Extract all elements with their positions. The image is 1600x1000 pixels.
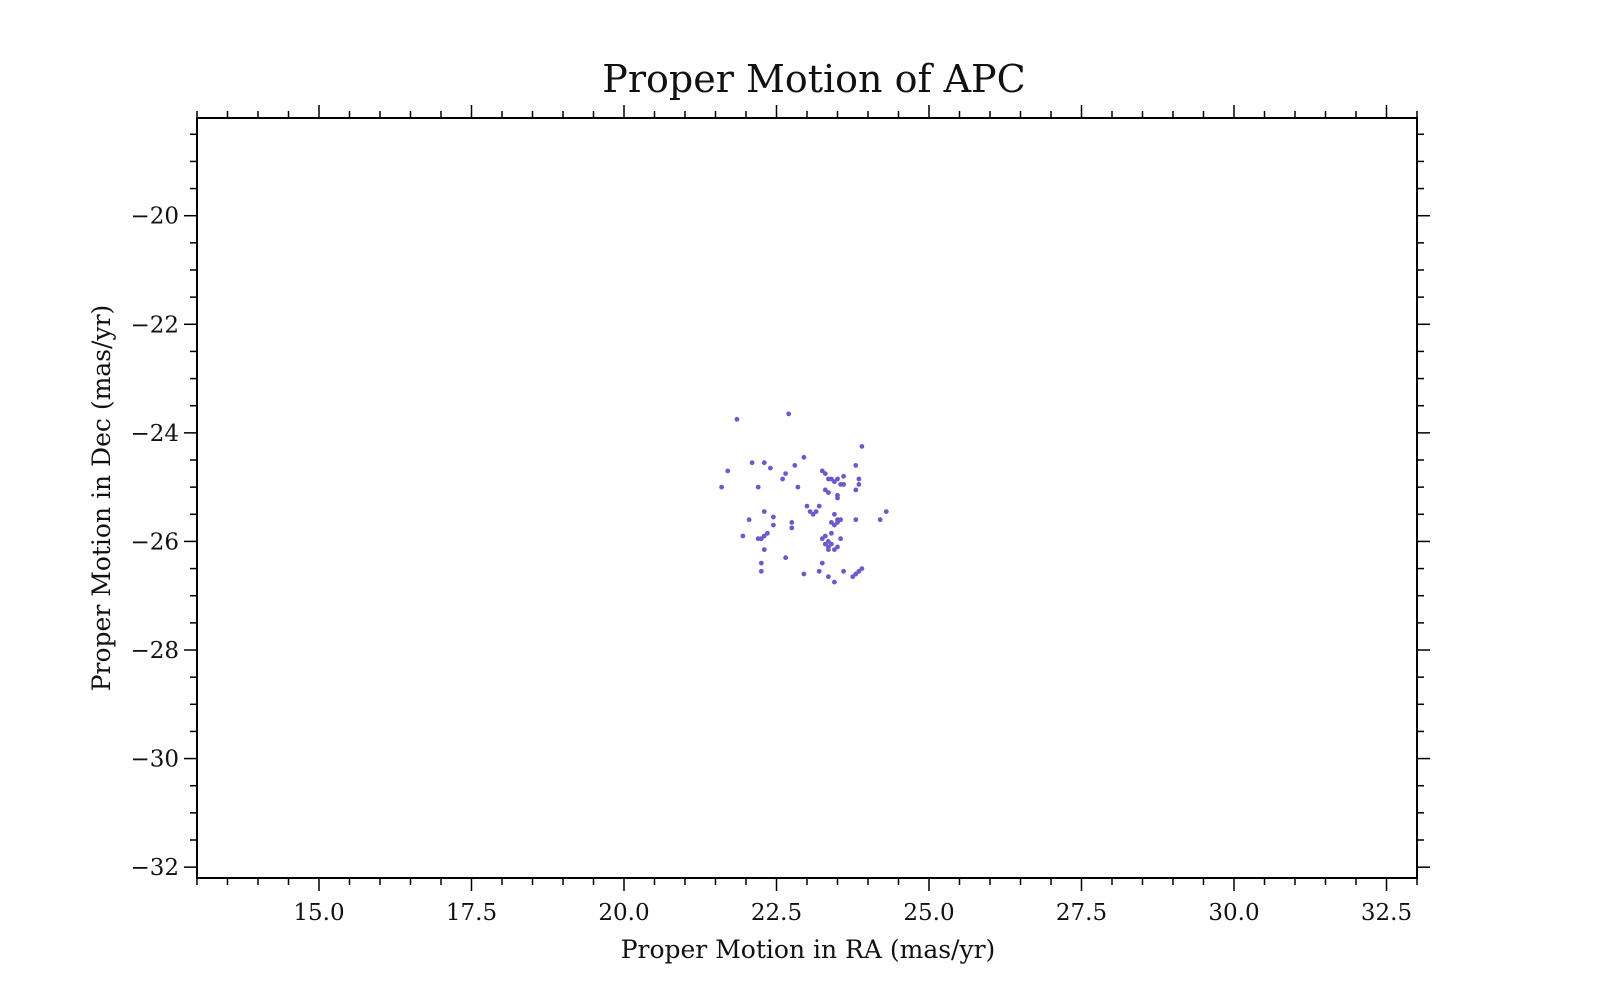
data-point xyxy=(768,465,773,471)
data-point xyxy=(819,560,825,566)
data-point xyxy=(740,533,746,539)
data-point xyxy=(841,473,846,479)
x-tick-label: 32.5 xyxy=(1361,900,1412,926)
x-tick-label: 27.5 xyxy=(1056,900,1107,926)
data-point xyxy=(853,517,859,523)
data-point xyxy=(841,568,846,574)
data-point xyxy=(761,460,767,466)
data-point xyxy=(771,522,776,528)
data-point xyxy=(822,471,828,476)
y-tick-label: −32 xyxy=(130,855,179,881)
data-point xyxy=(758,568,764,574)
data-point xyxy=(819,536,825,542)
data-point xyxy=(749,460,755,466)
data-point xyxy=(783,555,788,561)
data-point xyxy=(761,509,767,514)
y-tick-label: −30 xyxy=(130,747,179,773)
data-point xyxy=(832,547,837,552)
data-point xyxy=(838,517,843,523)
data-point xyxy=(832,522,837,528)
data-point xyxy=(789,520,795,525)
x-tick-label: 25.0 xyxy=(903,900,954,926)
x-tick-label: 22.5 xyxy=(751,900,802,926)
data-point xyxy=(801,571,807,577)
data-point xyxy=(795,484,801,490)
data-point xyxy=(804,503,810,509)
data-point xyxy=(801,454,807,460)
data-point xyxy=(734,416,740,422)
data-point xyxy=(719,484,724,490)
data-point xyxy=(853,463,859,468)
x-axis-label: Proper Motion in RA (mas/yr) xyxy=(621,935,996,964)
data-point xyxy=(822,541,828,547)
data-point xyxy=(780,476,785,482)
x-tick-label: 15.0 xyxy=(293,900,344,926)
data-point xyxy=(835,476,840,482)
data-point xyxy=(859,566,865,571)
y-tick-label: −22 xyxy=(130,312,179,338)
data-point xyxy=(832,579,837,585)
data-point xyxy=(835,520,840,525)
data-point xyxy=(765,530,770,536)
data-point xyxy=(877,517,883,523)
data-point xyxy=(810,511,816,517)
data-point xyxy=(853,487,859,493)
data-point xyxy=(755,536,761,542)
chart-title: Proper Motion of APC xyxy=(602,57,1025,101)
data-point xyxy=(856,476,862,482)
data-point xyxy=(792,463,798,468)
y-tick-label: −28 xyxy=(130,638,179,664)
data-point xyxy=(835,544,840,550)
data-point xyxy=(841,482,846,487)
data-point xyxy=(826,547,831,552)
data-point xyxy=(822,487,828,493)
data-point xyxy=(783,471,788,476)
data-point xyxy=(789,525,795,531)
x-tick-label: 20.0 xyxy=(598,900,649,926)
data-point xyxy=(838,536,843,542)
data-point xyxy=(816,503,822,509)
data-point xyxy=(826,574,831,580)
y-tick-label: −20 xyxy=(130,204,179,230)
y-tick-label: −24 xyxy=(130,421,179,447)
y-tick-label: −26 xyxy=(130,529,179,555)
data-point xyxy=(725,468,731,474)
data-point xyxy=(755,484,761,490)
plot-frame xyxy=(196,117,1418,879)
data-point xyxy=(832,511,837,517)
y-axis-label: Proper Motion in Dec (mas/yr) xyxy=(87,305,116,692)
data-point xyxy=(829,541,834,547)
data-point xyxy=(786,411,792,417)
data-point xyxy=(859,444,865,449)
x-tick-label: 30.0 xyxy=(1208,900,1259,926)
data-point xyxy=(761,533,767,539)
data-point xyxy=(816,568,822,574)
plot-area xyxy=(719,411,889,585)
data-point xyxy=(771,514,776,520)
data-point xyxy=(883,509,889,514)
x-axis-ticks: 15.0 17.5 20.0 22.5 25.0 27.5 30.0 32.5 xyxy=(196,105,1418,926)
data-point xyxy=(826,490,831,495)
data-point xyxy=(832,479,837,485)
data-point xyxy=(856,482,862,487)
data-point xyxy=(758,560,764,566)
data-point xyxy=(853,571,859,577)
x-tick-label: 17.5 xyxy=(446,900,497,926)
data-point xyxy=(835,495,840,501)
data-point xyxy=(761,547,767,552)
data-point xyxy=(829,530,834,536)
y-axis-ticks: −20 −22 −24 −26 −28 −30 −32 xyxy=(130,133,1430,881)
data-point xyxy=(746,517,752,523)
